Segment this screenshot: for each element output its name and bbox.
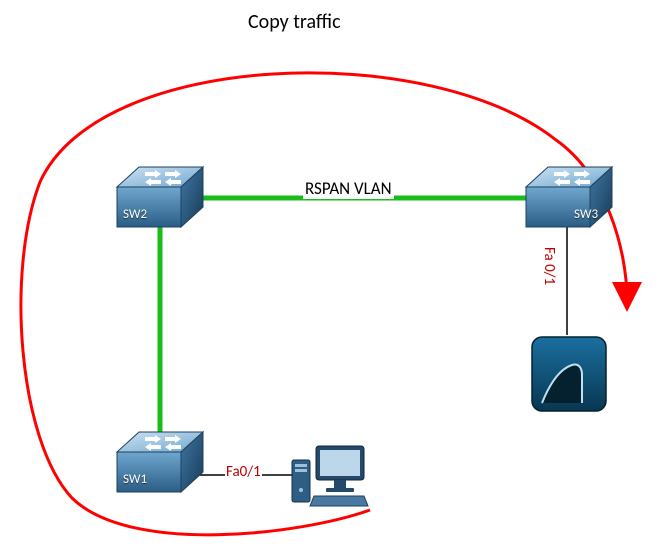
switch-icon: [524, 165, 614, 235]
wireshark-icon: [530, 335, 608, 413]
diagram-title: Copy traffic: [248, 10, 341, 34]
link-label-sw1-pc: Fa0/1: [225, 463, 262, 481]
switch-icon: [115, 430, 205, 500]
node-label-sw3: SW3: [574, 207, 598, 222]
diagram-canvas: Copy traffic RSPAN VLAN Fa0/1 Fa 0/1: [0, 0, 667, 559]
node-label-sw1: SW1: [123, 472, 147, 487]
node-label-sw2: SW2: [123, 207, 147, 222]
node-wireshark: [530, 335, 608, 413]
node-sw1: SW1: [115, 430, 205, 490]
link-label-rspan: RSPAN VLAN: [303, 178, 394, 199]
node-sw2: SW2: [115, 165, 205, 225]
link-label-sw3-ws: Fa 0/1: [540, 246, 558, 286]
node-sw3: SW3: [524, 165, 614, 225]
node-pc: [290, 440, 370, 510]
switch-icon: [115, 165, 205, 235]
computer-icon: [290, 440, 370, 510]
